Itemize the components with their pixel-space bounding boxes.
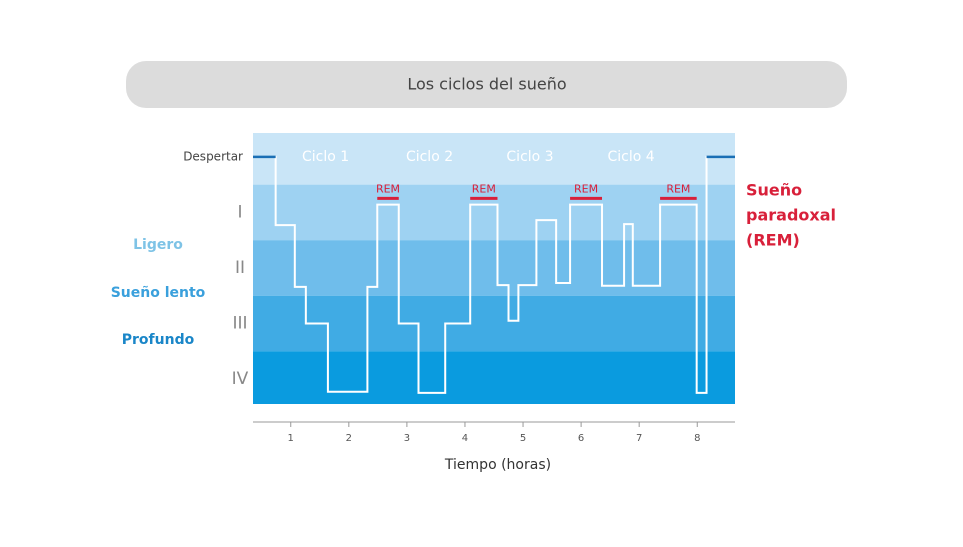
- x-axis-label: Tiempo (horas): [444, 457, 551, 473]
- rem-legend: Sueño: [746, 181, 802, 200]
- x-tick-label: 7: [636, 433, 642, 444]
- rem-legend: paradoxal: [746, 206, 836, 225]
- y-tick-label: I: [237, 202, 242, 222]
- stage-band: [253, 240, 735, 296]
- x-tick-label: 6: [578, 433, 584, 444]
- rem-label: REM: [574, 182, 598, 195]
- cycle-label: Ciclo 2: [406, 149, 453, 165]
- cycle-label: Ciclo 1: [302, 149, 349, 165]
- y-tick-label: IV: [232, 369, 249, 389]
- stage-band: [253, 133, 735, 185]
- x-tick-label: 3: [404, 433, 410, 444]
- hypnogram-line: [253, 155, 735, 394]
- x-tick-label: 4: [462, 433, 468, 444]
- y-tick-label: II: [235, 258, 245, 278]
- x-tick-label: 2: [346, 433, 352, 444]
- rem-label: REM: [666, 182, 690, 195]
- x-tick-label: 1: [288, 433, 294, 444]
- stage-group-label: Profundo: [122, 332, 195, 348]
- stage-band: [253, 184, 735, 241]
- rem-legend: (REM): [746, 231, 800, 250]
- cycle-label: Ciclo 3: [506, 149, 553, 165]
- stage-group-label: Sueño lento: [111, 285, 206, 301]
- stage-group-label: Ligero: [133, 237, 183, 253]
- x-tick-label: 8: [694, 433, 700, 444]
- x-tick-label: 5: [520, 433, 526, 444]
- chart-title: Los ciclos del sueño: [407, 75, 566, 94]
- rem-label: REM: [472, 182, 496, 195]
- y-tick-label: Despertar: [183, 149, 243, 163]
- title-box: [126, 61, 847, 108]
- rem-label: REM: [376, 182, 400, 195]
- stage-band: [253, 295, 735, 352]
- cycle-label: Ciclo 4: [607, 149, 654, 165]
- y-tick-label: III: [232, 313, 247, 333]
- stage-band: [253, 351, 735, 404]
